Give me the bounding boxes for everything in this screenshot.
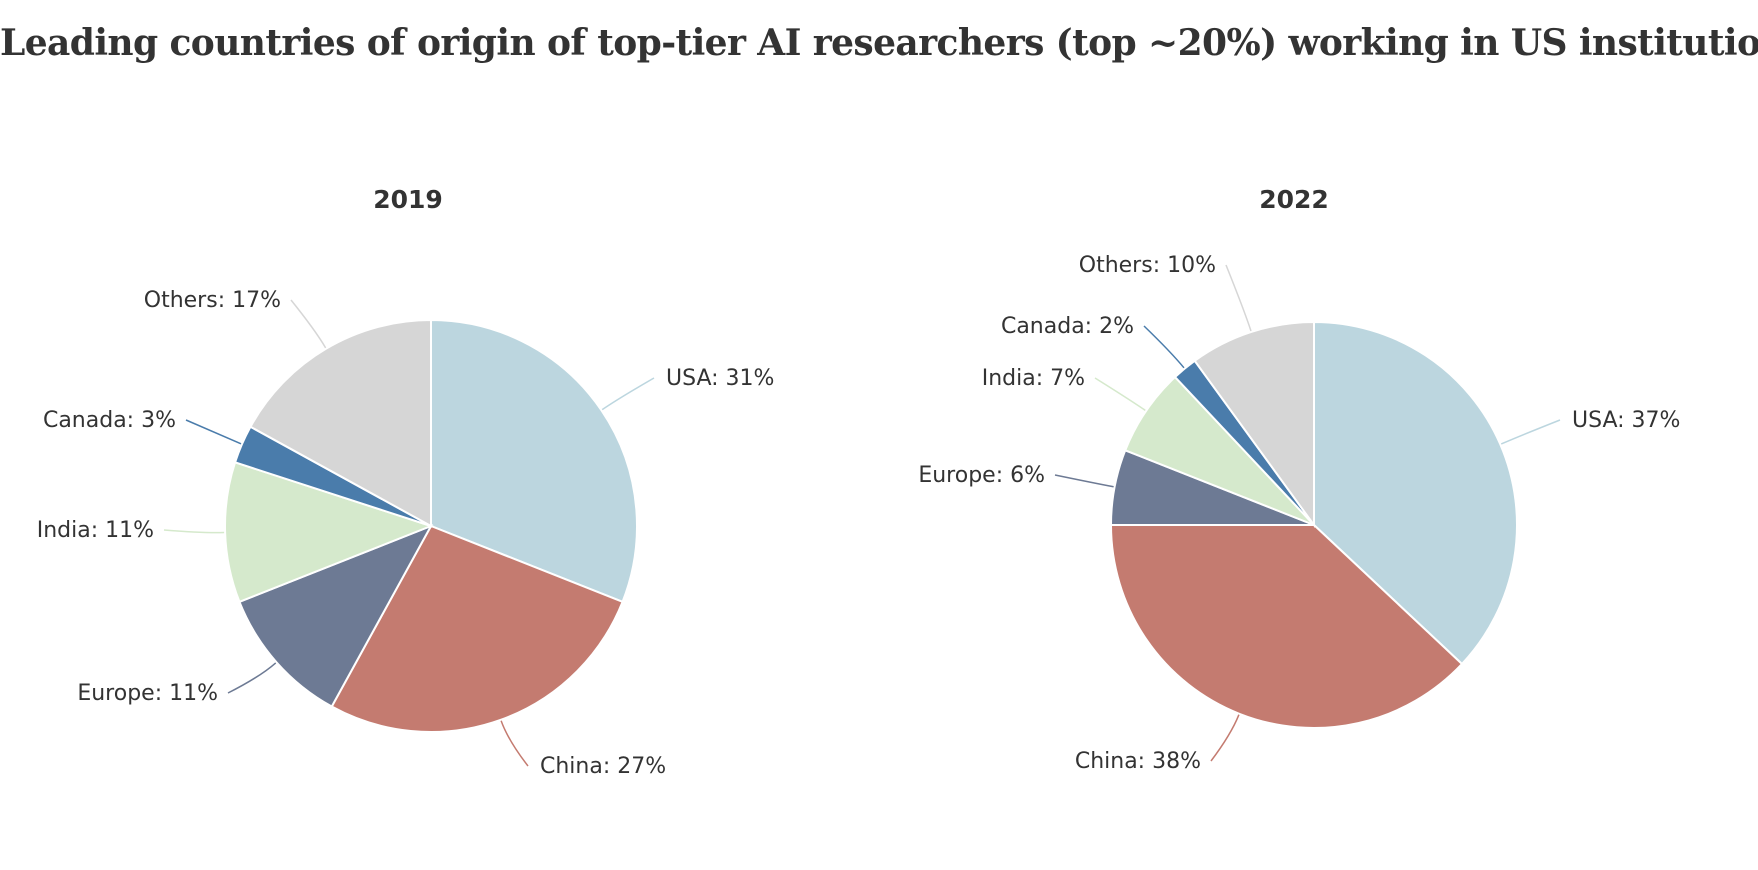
- leader-line-china: [500, 720, 529, 767]
- leader-line-europe: [1054, 474, 1114, 488]
- page-title: Leading countries of origin of top-tier …: [0, 22, 1758, 64]
- pie-title-2019: 2019: [373, 185, 443, 214]
- pie-slice-india: [224, 461, 434, 604]
- slice-label-usa: USA: 37%: [1572, 408, 1680, 433]
- leader-line-china: [1210, 714, 1240, 762]
- labels-2022: USA: 37% China: 38% Europe: 6% India: 7% Can…: [918, 253, 1680, 774]
- leader-line-others: [290, 299, 327, 349]
- slice-label-europe: Europe: 6%: [918, 463, 1045, 488]
- labels-2019: USA: 31% China: 27% Europe: 11% India: 11% C…: [37, 288, 775, 779]
- slice-label-europe: Europe: 11%: [77, 681, 218, 706]
- leader-line-india: [163, 529, 225, 534]
- slice-label-canada: Canada: 3%: [43, 408, 176, 433]
- slice-label-china: China: 27%: [540, 754, 666, 779]
- leader-line-usa: [1500, 419, 1561, 445]
- slices-2022: [1109, 320, 1518, 729]
- slice-label-others: Others: 17%: [144, 288, 281, 313]
- leader-line-europe: [227, 662, 277, 694]
- pie-slice-china: [1109, 524, 1464, 729]
- leader-line-others: [1225, 264, 1252, 332]
- pie-slice-europe: [238, 524, 434, 708]
- leader-line-india: [1094, 377, 1146, 411]
- leaders-2019: [163, 299, 655, 767]
- slice-label-india: India: 11%: [37, 518, 154, 543]
- leader-line-usa: [601, 377, 655, 411]
- pie-chart-2022: 2022 USA: 37% China: 38% Europe: 6% India: …: [918, 185, 1680, 774]
- leader-line-canada: [1143, 325, 1185, 369]
- slice-label-china: China: 38%: [1075, 749, 1201, 774]
- pie-slice-others: [1193, 320, 1315, 529]
- slice-label-canada: Canada: 2%: [1001, 314, 1134, 339]
- leader-line-canada: [185, 419, 242, 445]
- pie-title-2022: 2022: [1259, 185, 1329, 214]
- pie-slice-usa: [430, 318, 638, 604]
- leaders-2022: [1054, 264, 1561, 762]
- slice-label-usa: USA: 31%: [666, 366, 774, 391]
- pie-slice-others: [249, 318, 432, 528]
- pie-slice-usa: [1313, 320, 1518, 666]
- pie-chart-2019: 2019 USA: 31% China: 27% Europe: 11% India:…: [37, 185, 775, 779]
- slice-label-others: Others: 10%: [1079, 253, 1216, 278]
- slice-label-india: India: 7%: [982, 366, 1085, 391]
- slices-2019: [224, 318, 638, 733]
- pie-slice-china: [330, 524, 624, 733]
